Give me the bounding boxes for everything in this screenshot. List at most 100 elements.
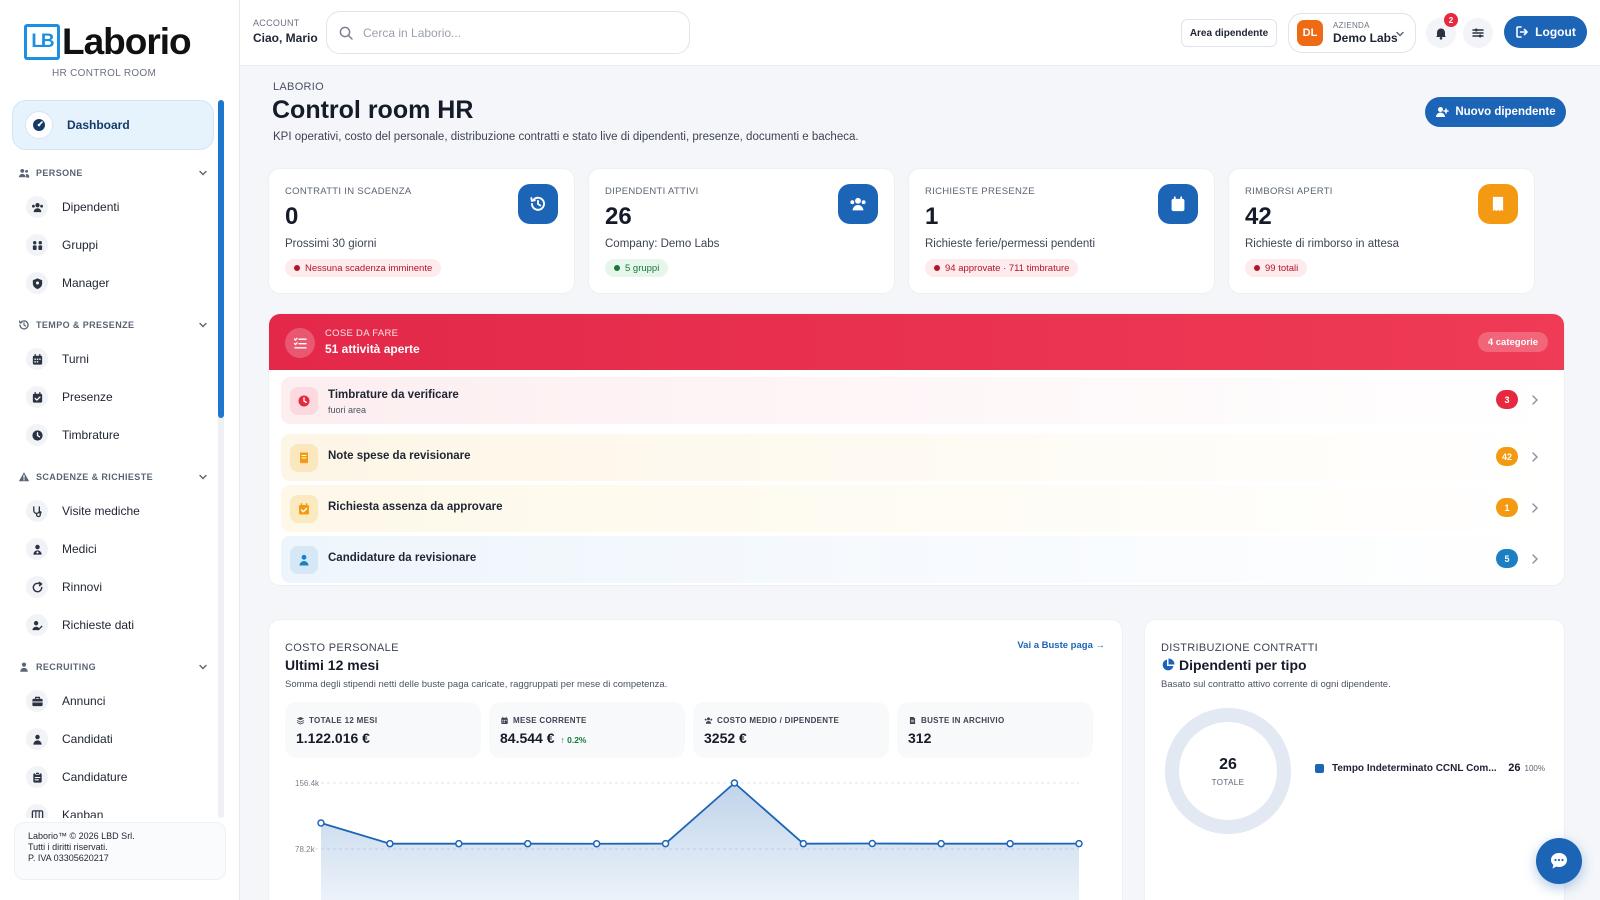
- document-icon: [908, 716, 921, 725]
- sidebar-scrollbar[interactable]: [218, 100, 224, 818]
- kpi-subtitle: Richieste di rimborso in attesa: [1245, 238, 1400, 250]
- sidebar-item-dashboard[interactable]: Dashboard: [12, 100, 214, 150]
- new-employee-button[interactable]: Nuovo dipendente: [1425, 97, 1566, 127]
- kpi-status-pill: 94 approvate · 711 timbrature: [925, 259, 1079, 277]
- nav-section-2[interactable]: SCADENZE & RICHIESTE: [12, 468, 214, 486]
- data-point[interactable]: [868, 839, 877, 848]
- data-point[interactable]: [1006, 839, 1014, 848]
- stat-value-text: 312: [908, 730, 932, 746]
- search-box[interactable]: [326, 11, 690, 54]
- kpi-card[interactable]: DIPENDENTI ATTIVI 26 Company: Demo Labs …: [588, 168, 895, 294]
- logout-label: Logout: [1535, 25, 1576, 39]
- todo-item-title: Note spese da revisionare: [328, 450, 471, 462]
- todo-count-badge: 42: [1496, 447, 1518, 466]
- footer-vat: P. IVA 03305620217: [28, 853, 109, 863]
- logout-icon: [1515, 25, 1535, 39]
- sidebar-item-label: Presenze: [62, 390, 113, 404]
- sidebar-item-kanban[interactable]: Kanban: [12, 796, 214, 818]
- legend-item[interactable]: Tempo Indeterminato CCNL Com... 26 100%: [1315, 760, 1545, 776]
- kpi-value: 0: [285, 203, 299, 230]
- page-description: KPI operativi, costo del personale, dist…: [273, 131, 859, 143]
- search-input[interactable]: [363, 25, 663, 40]
- sidebar-item-manager[interactable]: Manager: [12, 264, 214, 302]
- data-point[interactable]: [661, 839, 670, 848]
- data-point[interactable]: [1075, 839, 1083, 848]
- sidebar-item-rinnovi[interactable]: Rinnovi: [12, 568, 214, 606]
- data-point[interactable]: [455, 839, 463, 848]
- employee-area-button[interactable]: Area dipendente: [1181, 19, 1277, 47]
- sidebar-item-timbrature[interactable]: Timbrature: [12, 416, 214, 454]
- data-point[interactable]: [523, 839, 532, 848]
- kpi-card[interactable]: RIMBORSI APERTI 42 Richieste di rimborso…: [1228, 168, 1535, 294]
- sidebar-item-annunci[interactable]: Annunci: [12, 682, 214, 720]
- footer-copyright: Laborio™ © 2026 LBD Srl.: [28, 831, 135, 841]
- payslips-link[interactable]: Vai a Buste paga →: [1017, 640, 1105, 651]
- sidebar-item-richieste-dati[interactable]: Richieste dati: [12, 606, 214, 644]
- app-logo[interactable]: LB Laborio: [24, 23, 192, 60]
- stat-caption-row: MESE CORRENTE: [500, 716, 587, 725]
- company-avatar: DL: [1297, 20, 1323, 46]
- todo-item-title: Candidature da revisionare: [328, 552, 477, 564]
- sidebar-item-candidature[interactable]: Candidature: [12, 758, 214, 796]
- data-point[interactable]: [730, 779, 739, 787]
- kpi-card[interactable]: CONTRATTI IN SCADENZA 0 Prossimi 30 gior…: [268, 168, 575, 294]
- sidebar-item-label: Turni: [62, 352, 89, 366]
- scrollbar-thumb[interactable]: [218, 100, 224, 418]
- todo-item[interactable]: Richiesta assenza da approvare 1: [281, 485, 1554, 532]
- users-icon: [704, 716, 717, 725]
- shield-icon: [26, 272, 48, 294]
- cost-stat-card: BUSTE IN ARCHIVIO 312: [897, 702, 1093, 758]
- sidebar-item-presenze[interactable]: Presenze: [12, 378, 214, 416]
- candidate-icon: [290, 546, 318, 574]
- data-point[interactable]: [592, 840, 601, 848]
- list-check-icon: [285, 328, 315, 358]
- sidebar-item-turni[interactable]: Turni: [12, 340, 214, 378]
- todo-item[interactable]: Note spese da revisionare 42: [281, 434, 1554, 481]
- kpi-caption: DIPENDENTI ATTIVI: [605, 186, 699, 197]
- chat-button[interactable]: [1536, 838, 1582, 884]
- data-point[interactable]: [937, 839, 945, 848]
- contract-distribution-card: DISTRIBUZIONE CONTRATTI Dipendenti per t…: [1144, 619, 1565, 900]
- stat-value: 3252 €: [704, 730, 747, 746]
- nav-section-3[interactable]: RECRUITING: [12, 658, 214, 676]
- todo-caption: COSE DA FARE: [325, 328, 399, 339]
- nav-section-0[interactable]: PERSONE: [12, 164, 214, 182]
- sidebar-item-label: Visite mediche: [62, 504, 140, 518]
- donut-segment[interactable]: [1165, 708, 1291, 834]
- contract-donut-chart: [1165, 708, 1291, 834]
- sidebar-item-candidati[interactable]: Candidati: [12, 720, 214, 758]
- todo-title: 51 attività aperte: [325, 342, 420, 356]
- sidebar-item-label: Dashboard: [67, 118, 130, 132]
- company-name: Demo Labs: [1333, 31, 1398, 45]
- logout-button[interactable]: Logout: [1504, 16, 1587, 48]
- settings-button[interactable]: [1463, 18, 1493, 48]
- receipt-icon: [290, 444, 318, 472]
- stat-caption: MESE CORRENTE: [513, 716, 587, 725]
- todo-item[interactable]: Timbrature da verificare fuori area 3: [281, 377, 1554, 424]
- sidebar-item-dipendenti[interactable]: Dipendenti: [12, 188, 214, 226]
- kpi-card[interactable]: RICHIESTE PRESENZE 1 Richieste ferie/per…: [908, 168, 1215, 294]
- account-info: ACCOUNT Ciao, Mario: [253, 18, 318, 45]
- nav-section-1[interactable]: TEMPO & PRESENZE: [12, 316, 214, 334]
- cost-stat-card: COSTO MEDIO / DIPENDENTE 3252 €: [693, 702, 889, 758]
- data-point[interactable]: [386, 839, 394, 848]
- data-point[interactable]: [799, 839, 808, 848]
- page-title: Control room HR: [272, 96, 474, 124]
- top-header: ACCOUNT Ciao, Mario Area dipendente DL A…: [240, 0, 1600, 66]
- todo-item-title: Richiesta assenza da approvare: [328, 501, 503, 513]
- sidebar-item-gruppi[interactable]: Gruppi: [12, 226, 214, 264]
- data-point[interactable]: [317, 819, 325, 827]
- cost-stat-card: MESE CORRENTE 84.544 € ↑ 0.2%: [489, 702, 685, 758]
- receipt-icon: [1478, 184, 1518, 224]
- kpi-caption: RICHIESTE PRESENZE: [925, 186, 1035, 197]
- users-icon: [838, 184, 878, 224]
- sidebar-item-medici[interactable]: Medici: [12, 530, 214, 568]
- company-switcher[interactable]: DL AZIENDA Demo Labs: [1288, 13, 1416, 53]
- stat-caption-row: BUSTE IN ARCHIVIO: [908, 716, 1004, 725]
- logo-mark: LB: [24, 24, 60, 60]
- sidebar-item-visite-mediche[interactable]: Visite mediche: [12, 492, 214, 530]
- clipboard-icon: [26, 766, 48, 788]
- stat-caption-row: COSTO MEDIO / DIPENDENTE: [704, 716, 839, 725]
- todo-item[interactable]: Candidature da revisionare 5: [281, 536, 1554, 583]
- bell-icon: [1434, 26, 1448, 40]
